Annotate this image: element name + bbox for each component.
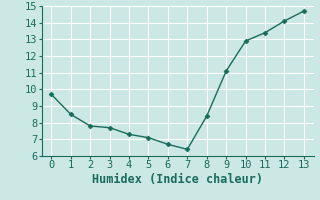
- X-axis label: Humidex (Indice chaleur): Humidex (Indice chaleur): [92, 173, 263, 186]
